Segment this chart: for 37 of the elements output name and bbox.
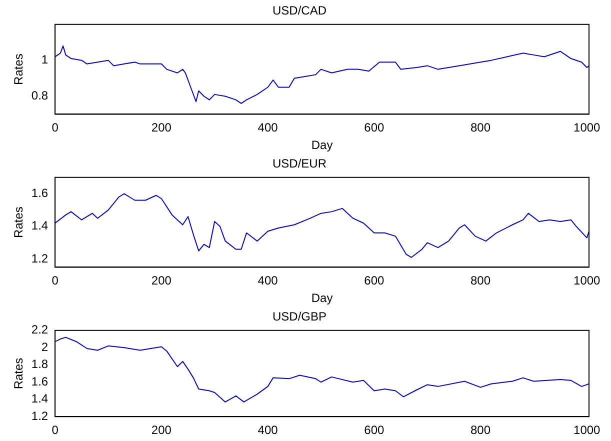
y-tick-label: 0.8: [31, 88, 48, 103]
x-tick-label: 800: [470, 120, 491, 135]
x-tick-label: 1000: [574, 274, 601, 288]
chart-title: USD/GBP: [272, 310, 327, 324]
x-tick-label: 600: [364, 120, 384, 135]
x-tick-label: 800: [470, 274, 491, 288]
x-tick-label: 400: [258, 423, 278, 438]
x-tick-label: 600: [364, 274, 384, 288]
y-tick-label: 1.8: [31, 357, 48, 372]
y-tick-label: 1.2: [31, 251, 48, 266]
x-tick-label: 200: [151, 120, 172, 135]
y-tick-label: 2.2: [31, 322, 48, 337]
y-tick-label: 2: [41, 340, 48, 354]
x-tick-label: 1000: [574, 423, 601, 438]
y-tick-label: 1.4: [31, 392, 48, 406]
y-axis-title: Rates: [12, 358, 26, 390]
chart-title: USD/EUR: [272, 156, 327, 171]
x-tick-label: 200: [151, 423, 172, 438]
y-tick-label: 1.2: [31, 408, 48, 423]
y-tick-label: 1.4: [31, 218, 48, 233]
chart-title: USD/CAD: [272, 4, 327, 18]
x-tick-label: 600: [364, 423, 384, 438]
x-axis-title: Day: [311, 138, 333, 152]
x-tick-label: 200: [151, 274, 172, 288]
x-tick-label: 400: [258, 274, 278, 288]
x-tick-label: 0: [52, 274, 59, 288]
y-tick-label: 1: [41, 52, 48, 67]
y-tick-label: 1.6: [31, 186, 48, 200]
y-axis-title: Rates: [12, 54, 26, 85]
y-axis-title: Rates: [12, 206, 26, 238]
x-tick-label: 1000: [574, 120, 601, 135]
x-tick-label: 0: [52, 423, 59, 438]
x-tick-label: 0: [52, 120, 59, 135]
x-tick-label: 800: [470, 423, 491, 438]
x-tick-label: 400: [258, 120, 278, 135]
x-axis-title: Day: [311, 291, 333, 306]
y-tick-label: 1.6: [31, 374, 48, 388]
